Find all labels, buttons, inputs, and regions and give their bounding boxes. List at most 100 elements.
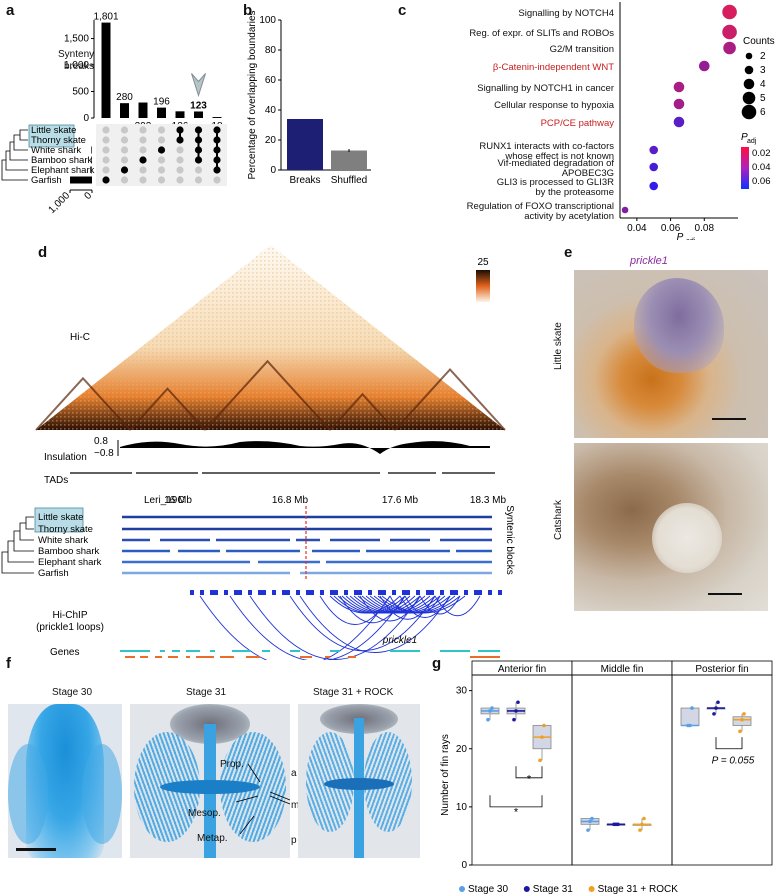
y-tick-label: 60 (265, 75, 277, 86)
data-point (742, 712, 746, 716)
insulation-label: Insulation (44, 452, 87, 463)
anchor-block (368, 590, 372, 595)
anchor-block (282, 590, 286, 595)
matrix-dot (194, 176, 203, 184)
facet-title: Middle fin (601, 664, 644, 675)
anchor-block (498, 590, 502, 595)
set-size-bar (91, 166, 92, 174)
legend-count-dot (743, 78, 755, 90)
data-point (486, 717, 490, 722)
data-point (640, 822, 644, 827)
panel-d-label: d (38, 244, 48, 261)
sig-star: * (527, 773, 532, 785)
fin-bud-stain (634, 278, 724, 373)
legend-count-dot (745, 52, 753, 60)
coord-label: 17.6 Mb (382, 495, 419, 506)
matrix-dot (102, 176, 110, 184)
anchor-block (334, 590, 338, 595)
anchor-block (358, 590, 362, 595)
y-tick-label: 0 (461, 860, 467, 871)
matrix-dot (176, 166, 184, 174)
matrix-dot (139, 146, 147, 154)
fin-bud (652, 503, 722, 573)
anchor-block (464, 590, 468, 595)
intersection-bar (101, 22, 111, 119)
sig-bracket (715, 737, 743, 750)
species-label: Thorny skate (31, 135, 86, 146)
matrix-dot (176, 156, 184, 164)
anchor-block (488, 590, 492, 595)
bar-value-label: 123 (190, 100, 207, 111)
legend-count-dot (741, 104, 757, 120)
matrix-dot (213, 176, 221, 184)
overlap-bar-chart: 100 80 60 40 20 0 Percentage of overlapping bo… (247, 10, 371, 186)
legend-dot (588, 886, 595, 892)
intersection-bar (194, 111, 203, 118)
term-label: Regulation of FOXO transcriptional activi… (467, 201, 614, 222)
anchor-block (450, 590, 454, 595)
matrix-dot (102, 146, 110, 154)
scale-bar (712, 418, 746, 420)
anchor-block (296, 590, 300, 595)
facet-frame (471, 674, 573, 866)
legend-label: Stage 30 (468, 884, 508, 895)
y-tick-label: 30 (456, 686, 468, 697)
stage31-photo (130, 704, 290, 858)
legend-label: Stage 31 (533, 884, 573, 895)
anchor-block (306, 590, 310, 595)
anchor-block (406, 590, 410, 595)
phylogeny-tree (1, 516, 34, 574)
legend-padj-sub: adj (747, 138, 757, 145)
hichip-loop (381, 595, 466, 614)
species-label: White shark (31, 145, 81, 156)
data-point (590, 816, 594, 821)
y-tick-label: 80 (265, 45, 277, 56)
stage31-label: Stage 31 (186, 687, 227, 698)
data-point (542, 723, 546, 728)
hichip-loop (434, 595, 481, 616)
term-label: RUNX1 interacts with co-factors whose eff… (479, 141, 614, 162)
x-axis-label-sub: adj (686, 238, 696, 240)
anchor-block (430, 590, 434, 595)
matrix-dot (102, 126, 110, 134)
p-annotation: p (291, 835, 297, 846)
matrix-dot (176, 176, 184, 184)
hichip-loop (319, 595, 391, 625)
anchor-block (210, 590, 214, 595)
little-skate-label: Little skate (553, 322, 564, 370)
data-point (642, 816, 646, 821)
fin-left (8, 744, 48, 844)
y-tick-label: 10 (456, 802, 468, 813)
tad-triangle (204, 359, 331, 431)
data-point (588, 819, 592, 824)
term-label: Signalling by NOTCH4 (518, 8, 614, 19)
matrix-dot (157, 176, 166, 184)
matrix-dot (139, 156, 147, 164)
anchor-block (214, 590, 218, 595)
intersection-bar (138, 102, 148, 118)
legend-padj-title: P (741, 132, 748, 143)
padj-tick-label: 0.04 (752, 162, 771, 173)
y-axis-label: Percentage of overlapping boundaries (247, 10, 258, 179)
legend-count-dot (742, 91, 756, 105)
anchor-block (200, 590, 204, 595)
y-tick-label: 40 (265, 105, 277, 116)
facet-title: Anterior fin (498, 664, 546, 675)
fin-ray-boxplot: Anterior fin Middle fin Posterior fin 30 20 1… (440, 660, 773, 895)
hichip-sub: (prickle1 loops) (36, 622, 104, 633)
box (680, 707, 700, 726)
upset-y-title-2: breaks (64, 61, 95, 72)
annotation-lines (235, 763, 291, 835)
anchor-block (272, 590, 276, 595)
y-tick-label: 20 (265, 135, 277, 146)
matrix-dot (194, 166, 203, 174)
x-tick-label: 0.08 (695, 223, 715, 234)
y-tick-label: 1,000 (64, 60, 89, 71)
species-highlight (34, 507, 84, 533)
data-point (490, 706, 494, 710)
bar (287, 119, 323, 170)
padj-colorbar (741, 147, 749, 189)
hic-label: Hi-C (70, 332, 90, 343)
stage30-photo (8, 704, 122, 858)
little-skate-photo (574, 270, 768, 438)
